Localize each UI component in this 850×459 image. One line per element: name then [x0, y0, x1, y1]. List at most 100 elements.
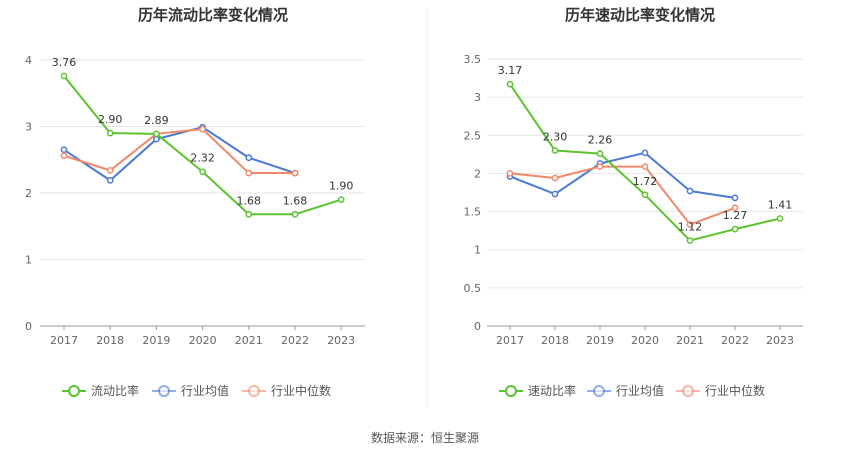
data-label: 1.72: [633, 175, 658, 188]
x-tick-label: 2022: [721, 334, 749, 347]
data-label: 2.30: [543, 131, 568, 144]
y-tick-label: 1: [474, 244, 481, 257]
x-tick-label: 2021: [676, 334, 704, 347]
plot-area: 0 0.5 1 1.5 2 2.5 3 3.5 2017 2018 2019 2020 2021 2022…: [464, 53, 803, 347]
data-label: 1.68: [283, 194, 308, 207]
chart-title: 历年速动比率变化情况: [565, 6, 715, 24]
x-tick-label: 2023: [327, 334, 355, 347]
y-tick-label: 4: [25, 54, 32, 67]
x-tick-label: 2023: [766, 334, 794, 347]
data-point[interactable]: [596, 163, 604, 170]
y-tick-label: 0: [474, 320, 481, 333]
data-point[interactable]: [199, 125, 206, 133]
data-point[interactable]: [106, 129, 114, 137]
data-point[interactable]: [686, 237, 694, 244]
y-tick-label: 0.5: [464, 282, 482, 295]
data-point[interactable]: [106, 167, 114, 174]
legend-marker: [593, 385, 605, 397]
legend-item[interactable]: 流动比率: [62, 383, 139, 398]
data-point[interactable]: [776, 215, 784, 222]
data-label: 1.27: [723, 209, 748, 222]
x-tick-label: 2019: [142, 334, 170, 347]
data-point[interactable]: [731, 204, 739, 212]
data-point[interactable]: [245, 154, 253, 162]
data-point[interactable]: [153, 130, 160, 138]
data-label: 3.17: [498, 64, 523, 77]
data-point[interactable]: [641, 149, 649, 157]
data-point[interactable]: [551, 147, 559, 154]
y-tick-label: 3: [25, 121, 32, 134]
y-tick-label: 1.5: [464, 206, 482, 219]
y-tick-label: 1: [25, 254, 32, 267]
data-point[interactable]: [60, 152, 68, 160]
x-tick-label: 2020: [631, 334, 659, 347]
legend-marker: [248, 385, 260, 397]
legend-item[interactable]: 行业均值: [587, 383, 664, 398]
legend-marker: [68, 385, 80, 397]
data-point[interactable]: [291, 169, 299, 177]
data-point[interactable]: [731, 194, 739, 202]
y-tick-label: 0: [25, 320, 32, 333]
x-tick-label: 2021: [235, 334, 263, 347]
y-tick-label: 2.5: [464, 129, 482, 142]
legend-item[interactable]: 行业中位数: [242, 383, 331, 398]
data-label: 2.32: [190, 152, 215, 165]
data-point[interactable]: [106, 177, 114, 184]
data-point[interactable]: [60, 72, 68, 80]
data-point[interactable]: [641, 191, 649, 199]
data-point[interactable]: [291, 210, 299, 218]
data-label: 1.41: [768, 198, 793, 211]
x-tick-label: 2018: [541, 334, 569, 347]
data-source-note: 数据来源：恒生聚源: [371, 430, 479, 445]
data-label: 1.12: [678, 221, 703, 234]
data-point[interactable]: [506, 80, 514, 88]
legend[interactable]: 流动比率 行业均值 行业中位数: [62, 383, 331, 398]
legend-label: 速动比率: [528, 383, 576, 398]
x-tick-label: 2019: [586, 334, 614, 347]
legend-item[interactable]: 行业均值: [152, 383, 229, 398]
series-line: [509, 151, 736, 199]
x-tick-label: 2018: [96, 334, 124, 347]
data-point[interactable]: [245, 169, 253, 177]
data-point[interactable]: [641, 163, 649, 170]
data-label: 2.89: [144, 114, 169, 127]
data-point[interactable]: [686, 187, 694, 195]
legend-marker: [505, 385, 517, 397]
legend-label: 行业均值: [181, 383, 229, 398]
data-point[interactable]: [153, 135, 160, 143]
y-tick-label: 3: [474, 91, 481, 104]
data-point[interactable]: [337, 196, 345, 203]
legend-label: 行业中位数: [271, 383, 331, 398]
data-label: 1.90: [329, 180, 354, 193]
series-line: [63, 126, 296, 182]
series-line: [509, 165, 736, 226]
legend-item[interactable]: 速动比率: [499, 383, 576, 398]
x-tick-label: 2017: [496, 334, 524, 347]
legend-marker: [682, 385, 694, 397]
data-point[interactable]: [686, 221, 694, 228]
legend-item[interactable]: 行业中位数: [676, 383, 765, 398]
legend-label: 流动比率: [91, 383, 139, 398]
data-label: 2.26: [588, 134, 613, 147]
data-point[interactable]: [245, 210, 253, 218]
data-point[interactable]: [551, 174, 559, 182]
data-point[interactable]: [199, 168, 206, 176]
current-ratio-chart: 历年流动比率变化情况 0 1 2 3 4 2017 2018 2019 2020 2021 2022…: [25, 6, 365, 398]
y-tick-label: 3.5: [464, 53, 482, 66]
legend-label: 行业均值: [616, 383, 664, 398]
quick-ratio-chart: 历年速动比率变化情况 0 0.5 1 1.5 2 2.5 3 3.5 2017 2018 2019 2…: [464, 6, 803, 398]
y-tick-label: 2: [474, 167, 481, 180]
data-point[interactable]: [551, 190, 559, 198]
x-tick-label: 2017: [50, 334, 78, 347]
data-point[interactable]: [506, 170, 514, 177]
y-tick-label: 2: [25, 187, 32, 200]
data-label: 2.90: [98, 113, 123, 126]
legend[interactable]: 速动比率 行业均值 行业中位数: [499, 383, 765, 398]
x-tick-label: 2020: [189, 334, 217, 347]
data-point[interactable]: [731, 225, 739, 233]
data-point[interactable]: [596, 150, 604, 157]
data-point[interactable]: [60, 146, 68, 154]
series-line: [63, 128, 295, 175]
data-label: 1.68: [237, 194, 262, 207]
